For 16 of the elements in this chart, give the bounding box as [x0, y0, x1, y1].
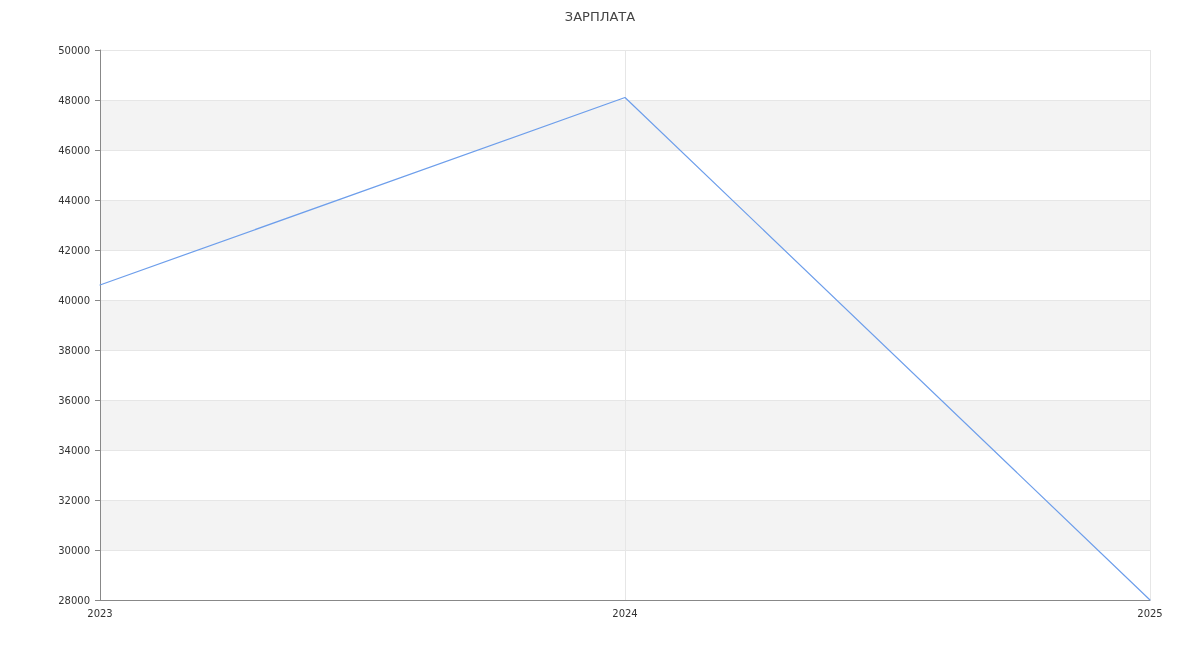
- y-tick-label: 46000: [58, 144, 90, 156]
- y-tick-label: 48000: [58, 94, 90, 106]
- chart-title: ЗАРПЛАТА: [564, 9, 636, 24]
- y-tick-label: 38000: [58, 344, 90, 356]
- x-tick-label: 2024: [612, 607, 638, 619]
- x-tick-label: 2023: [87, 607, 113, 619]
- y-tick-label: 28000: [58, 594, 90, 606]
- y-tick-label: 36000: [58, 394, 90, 406]
- y-tick-label: 34000: [58, 444, 90, 456]
- y-tick-label: 30000: [58, 544, 90, 556]
- x-tick-label: 2025: [1137, 607, 1163, 619]
- y-tick-label: 44000: [58, 194, 90, 206]
- y-tick-label: 50000: [58, 44, 90, 56]
- y-tick-label: 40000: [58, 294, 90, 306]
- y-tick-label: 32000: [58, 494, 90, 506]
- y-tick-label: 42000: [58, 244, 90, 256]
